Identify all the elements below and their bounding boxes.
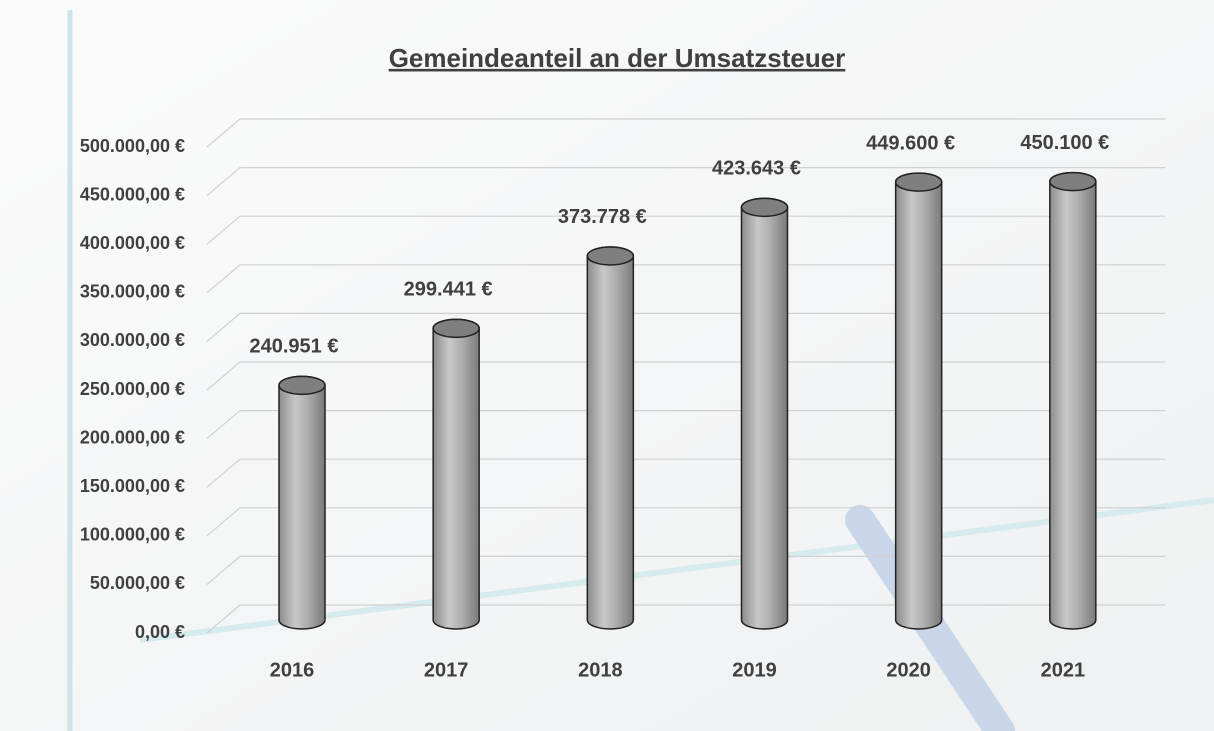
y-tick-label: 150.000,00 € [80,476,185,496]
bar-top [432,318,480,339]
y-tick-label: 100.000,00 € [80,525,185,545]
bar [432,318,480,630]
y-tick-label: 500.000,00 € [80,136,185,156]
y-tick-label: 350.000,00 € [80,282,185,302]
grid-line [206,167,1165,197]
x-tick-label: 2019 [732,659,777,681]
bar [894,172,943,630]
grid-line [206,118,1165,148]
data-label: 373.778 € [558,206,647,228]
bar [740,197,789,630]
data-label: 449.600 € [866,132,955,154]
bar [586,246,635,630]
y-tick-label: 250.000,00 € [80,379,185,399]
y-tick-label: 200.000,00 € [80,427,185,447]
data-label: 240.951 € [250,336,339,358]
x-tick-label: 2016 [270,659,315,681]
bar [278,375,326,630]
x-tick-label: 2020 [886,659,931,681]
grid-line [206,312,1165,342]
y-tick-label: 50.000,00 € [90,573,185,593]
grid-line [206,215,1165,245]
grid-line [206,604,1165,634]
bar-top [1049,171,1097,192]
data-label: 423.643 € [712,158,801,180]
y-tick-label: 0,00 € [135,622,185,642]
data-label: 299.441 € [404,279,493,301]
grid-line [206,507,1165,537]
grid-line [206,361,1165,391]
bar-top [894,172,943,192]
bar [1049,171,1097,630]
grid-line [206,264,1165,294]
bar-top [278,375,326,396]
bar-top [740,197,789,218]
y-tick-label: 400.000,00 € [80,233,185,253]
grid-line [206,555,1165,585]
x-tick-label: 2018 [578,659,623,681]
chart-title: Gemeindeanteil an der Umsatzsteuer [389,43,846,73]
x-tick-label: 2021 [1041,659,1086,681]
data-label: 450.100 € [1020,132,1109,154]
grid-line [206,458,1165,488]
grid-line [206,410,1165,440]
y-tick-label: 300.000,00 € [80,330,185,350]
x-tick-label: 2017 [424,659,469,681]
bar-top [586,246,635,266]
y-tick-label: 450.000,00 € [80,184,185,204]
